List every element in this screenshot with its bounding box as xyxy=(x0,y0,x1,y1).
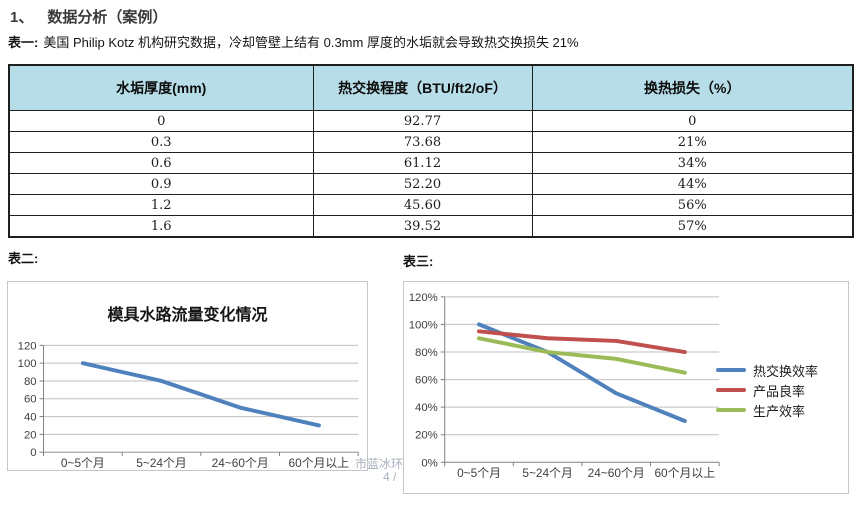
y-tick-label: 120 xyxy=(18,340,37,352)
table-cell: 39.52 xyxy=(312,215,533,238)
efficiency-line-chart: 0% 20% 40% 60% 80% 100% 120% 0~5个月 5~24个月 24~60个月… xyxy=(403,281,849,494)
legend-row: 生产效率 xyxy=(716,400,818,420)
table-cell: 0 xyxy=(8,110,314,132)
y-tick-label: 0% xyxy=(421,457,437,469)
table-cell: 56% xyxy=(531,194,854,216)
table-cell: 52.20 xyxy=(312,173,533,195)
table-cell: 61.12 xyxy=(312,152,533,174)
x-category-label: 0~5个月 xyxy=(457,466,501,480)
table-cell: 45.60 xyxy=(312,194,533,216)
table-body: 0 92.77 0 0.3 73.68 21% 0.6 61.12 34% 0.9 52.20 44%… xyxy=(8,110,854,238)
col-header-thickness: 水垢厚度(mm) xyxy=(8,64,314,111)
scale-loss-table: 水垢厚度(mm) 热交换程度（BTU/ft2/oF） 换热损失（%） 0 92.7… xyxy=(8,64,854,238)
y-tick-label: 120% xyxy=(409,292,438,304)
table-row: 0.3 73.68 21% xyxy=(8,131,854,153)
table-cell: 0.3 xyxy=(8,131,314,153)
series-line xyxy=(477,329,687,355)
legend-line-swatch xyxy=(716,388,746,392)
x-category-label: 24~60个月 xyxy=(588,466,645,480)
legend-label: 生产效率 xyxy=(753,404,806,420)
page-title-text: 数据分析（案例） xyxy=(47,9,168,26)
legend-label: 产品良率 xyxy=(753,384,806,400)
table-cell: 21% xyxy=(531,131,854,153)
chart3-plot-svg: 0% 20% 40% 60% 80% 100% 120% 0~5个月 5~24个月 24~60个月… xyxy=(409,292,720,480)
table-cell: 1.2 xyxy=(8,194,314,216)
x-category-label: 5~24个月 xyxy=(522,466,572,480)
table-row: 1.2 45.60 56% xyxy=(8,194,854,216)
y-tick-label: 40% xyxy=(415,402,438,414)
table-cell: 0.9 xyxy=(8,173,314,195)
legend-label: 热交换效率 xyxy=(753,364,819,380)
y-tick-label: 0 xyxy=(30,447,36,459)
legend-row: 产品良率 xyxy=(716,380,818,400)
legend-line-swatch xyxy=(716,408,746,412)
chart2-plot-svg: 0 20 40 60 80 100 120 0~5个月 5~24个月 24~60个月 60个月以上 xyxy=(18,340,359,470)
table-cell: 1.6 xyxy=(8,215,314,238)
table1-caption-text: 美国 Philip Kotz 机构研究数据，冷却管壁上结有 0.3mm 厚度的水… xyxy=(43,35,579,50)
table1-caption: 表一: 美国 Philip Kotz 机构研究数据，冷却管壁上结有 0.3mm 厚… xyxy=(8,32,579,51)
watermark-text: 市蓝冰环 xyxy=(355,457,404,471)
y-tick-label: 100 xyxy=(18,358,37,370)
y-tick-label: 60% xyxy=(415,375,438,387)
x-category-label: 5~24个月 xyxy=(136,456,186,470)
chart2-title: 模具水路流量变化情况 xyxy=(107,307,268,324)
y-tick-label: 40 xyxy=(24,412,37,424)
x-category-label: 60个月以上 xyxy=(289,456,350,470)
page-title-number: 1、 xyxy=(10,9,34,26)
series-line xyxy=(80,361,321,428)
flow-rate-line-chart: 模具水路流量变化情况 0 20 40 60 80 100 120 0~5个月 5~24个月 24~… xyxy=(7,281,368,471)
x-category-label: 24~60个月 xyxy=(212,456,269,470)
table-cell: 34% xyxy=(531,152,854,174)
table-cell: 0 xyxy=(531,110,854,132)
x-category-label: 0~5个月 xyxy=(61,456,105,470)
page-title: 1、 数据分析（案例） xyxy=(10,6,167,27)
table-row: 0.6 61.12 34% xyxy=(8,152,854,174)
series-line xyxy=(477,322,687,423)
table-cell: 92.77 xyxy=(312,110,533,132)
table2-label: 表二: xyxy=(8,251,39,266)
table-row: 0 92.77 0 xyxy=(8,110,854,132)
y-tick-label: 20% xyxy=(415,430,438,442)
table-cell: 44% xyxy=(531,173,854,195)
table-cell: 0.6 xyxy=(8,152,314,174)
y-tick-label: 20 xyxy=(24,429,37,441)
y-tick-label: 60 xyxy=(24,394,37,406)
y-tick-label: 100% xyxy=(409,319,438,331)
y-tick-label: 80 xyxy=(24,376,37,388)
col-header-heat-exchange: 热交换程度（BTU/ft2/oF） xyxy=(312,64,533,111)
table-cell: 57% xyxy=(531,215,854,238)
table-row: 1.6 39.52 57% xyxy=(8,215,854,238)
table-cell: 73.68 xyxy=(312,131,533,153)
table-header-row: 水垢厚度(mm) 热交换程度（BTU/ft2/oF） 换热损失（%） xyxy=(8,64,854,111)
watermark-page-number: 4 / xyxy=(383,470,397,484)
legend-row: 热交换效率 xyxy=(716,360,818,380)
legend-line-swatch xyxy=(716,368,746,372)
series-line xyxy=(477,336,687,375)
col-header-heat-loss: 换热损失（%） xyxy=(531,64,854,111)
chart3-legend: 热交换效率产品良率生产效率 xyxy=(716,360,818,420)
table-row: 0.9 52.20 44% xyxy=(8,173,854,195)
table1-label: 表一: xyxy=(8,35,39,50)
table3-label: 表三: xyxy=(403,254,434,269)
y-tick-label: 80% xyxy=(415,347,438,359)
x-category-label: 60个月以上 xyxy=(654,466,715,480)
